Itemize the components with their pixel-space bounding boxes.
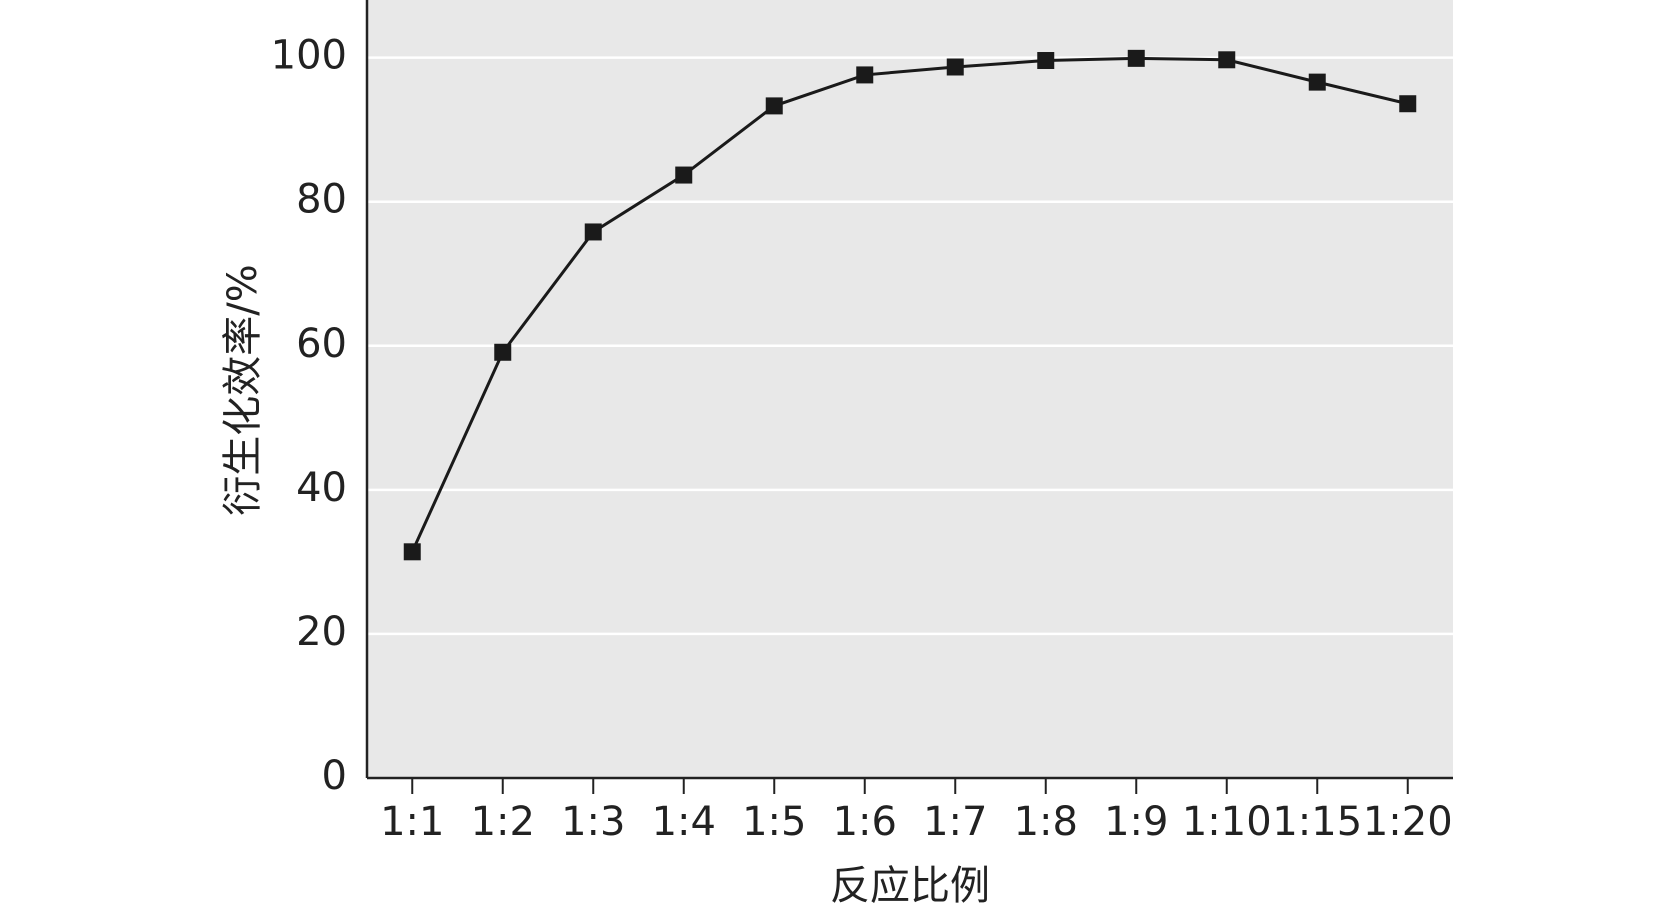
marker [1218, 51, 1236, 69]
marker [946, 58, 964, 76]
marker [765, 97, 783, 115]
x-tick-label: 1:2 [471, 799, 535, 845]
x-tick-label: 1:4 [652, 799, 716, 845]
marker [1308, 73, 1326, 91]
y-tick-label: 0 [322, 753, 347, 799]
x-tick-label: 1:7 [923, 799, 987, 845]
x-tick-label: 1:9 [1104, 799, 1168, 845]
x-tick-label: 1:10 [1182, 799, 1272, 845]
marker [1399, 95, 1417, 113]
marker [1037, 52, 1055, 70]
x-tick-label: 1:1 [380, 799, 444, 845]
y-tick-label: 80 [296, 177, 347, 223]
y-tick-label: 40 [296, 465, 347, 511]
x-tick-label: 1:5 [742, 799, 806, 845]
x-tick-label: 1:8 [1014, 799, 1078, 845]
x-tick-label: 1:3 [561, 799, 625, 845]
y-tick-label: 60 [296, 321, 347, 367]
marker [584, 223, 602, 241]
marker [856, 66, 874, 84]
marker [1127, 49, 1145, 67]
marker [494, 343, 512, 361]
x-axis-label: 反应比例 [830, 863, 990, 909]
x-tick-label: 1:20 [1363, 799, 1453, 845]
marker [675, 166, 693, 184]
plot-area [367, 0, 1453, 778]
y-axis-label: 衍生化效率/% [220, 264, 266, 515]
y-tick-label: 100 [271, 33, 347, 79]
x-tick-label: 1:15 [1272, 799, 1362, 845]
y-tick-label: 20 [296, 609, 347, 655]
marker [403, 543, 421, 561]
x-tick-label: 1:6 [833, 799, 897, 845]
line [410, 56, 1409, 553]
